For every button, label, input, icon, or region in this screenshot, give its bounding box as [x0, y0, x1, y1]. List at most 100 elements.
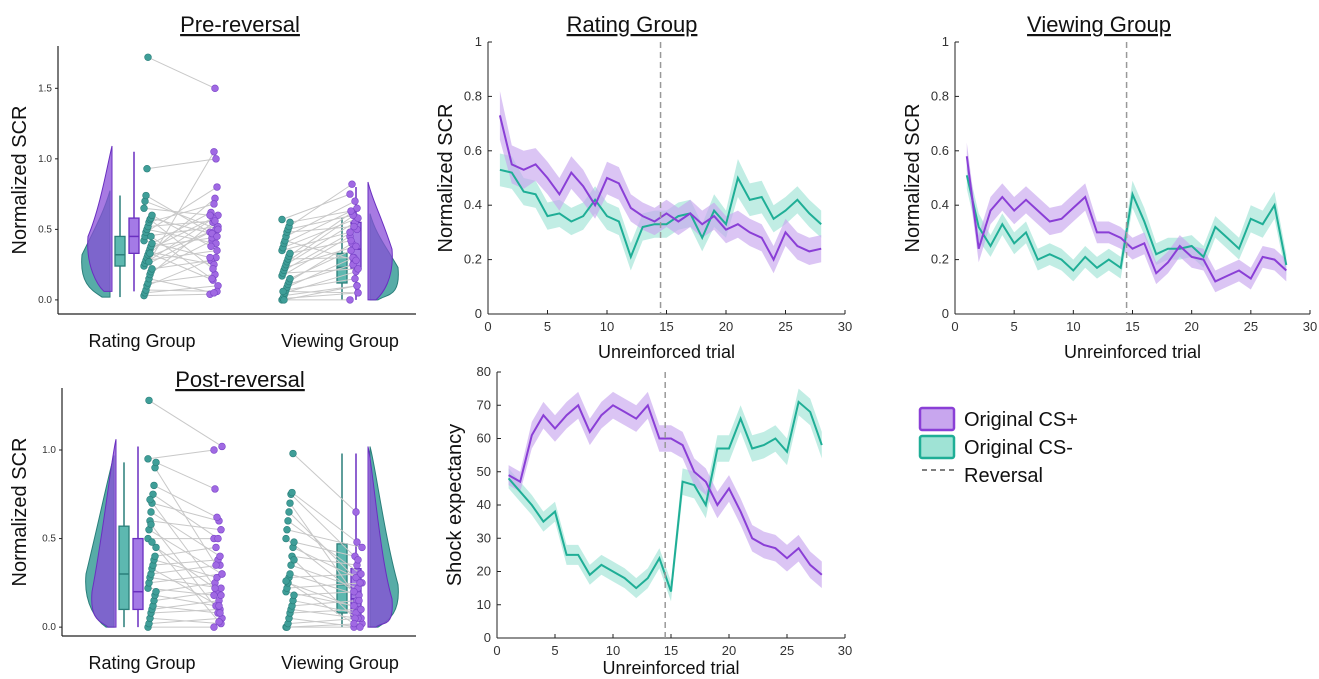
cs-plus-subject-dot: [351, 197, 359, 205]
cs-minus-subject-dot: [152, 588, 160, 596]
pair-connector: [288, 511, 361, 584]
x-tick-label: 30: [838, 643, 852, 658]
cs-minus-subject-dot: [286, 218, 294, 227]
pair-connector: [147, 220, 216, 228]
x-axis-label: Unreinforced trial: [602, 658, 739, 678]
cs-plus-subject-dot: [346, 296, 354, 304]
y-tick-label: 0.4: [464, 197, 482, 212]
rating-group-line-chart: 0 5 10 15 20 25 30 0 0.2 0.4 0.6 0.8 1 Unreinforced t…: [435, 34, 852, 362]
pair-connector: [285, 200, 356, 237]
cs-minus-mean-line: [965, 175, 1288, 272]
pair-connector: [144, 200, 219, 230]
y-tick-label: 0: [484, 630, 491, 645]
pair-connector: [155, 461, 216, 490]
pair-connector: [146, 158, 217, 170]
pair-connector: [148, 399, 223, 447]
pair-connector: [281, 231, 351, 252]
pair-connector: [288, 212, 353, 257]
cs-minus-subject-dot: [286, 275, 294, 283]
cs-minus-subject-dot: [286, 499, 294, 507]
y-tick-label: 80: [477, 364, 491, 379]
pair-connector: [290, 608, 359, 619]
pair-connector: [284, 240, 357, 261]
pair-connector: [287, 214, 354, 230]
legend-swatch-cs-minus: [918, 434, 956, 460]
cs-plus-subject-dot: [210, 148, 218, 156]
cs-plus-subject-dot: [354, 289, 362, 297]
pair-connector: [287, 582, 362, 610]
y-tick-label: 0.2: [464, 252, 482, 267]
x-tick-label: 25: [780, 643, 794, 658]
cs-minus-subject-dot: [285, 508, 293, 516]
y-tick-label: 1: [475, 34, 482, 49]
pair-connector: [144, 226, 219, 237]
title-rating-group: Rating Group: [567, 12, 698, 37]
cs-plus-subject-dot: [210, 623, 218, 631]
cs-plus-subject-dot: [352, 256, 360, 265]
cs-minus-subject-dot: [144, 53, 152, 61]
pre-reversal-raincloud: 0.0 0.5 1.0 1.5 Normalized SCR Rating Group Vi…: [9, 46, 416, 351]
pair-connector: [153, 484, 218, 518]
cs-plus-subject-dot: [350, 602, 358, 610]
cs-minus-subject-dot: [282, 577, 290, 585]
cs-minus-subject-dot: [142, 191, 150, 200]
group-label: Viewing Group: [281, 331, 399, 351]
legend-label-cs-plus: Original CS+: [964, 409, 1078, 431]
pair-connector: [150, 524, 221, 614]
cs-plus-mean-line: [508, 403, 823, 576]
pair-connector: [154, 467, 217, 566]
pair-connector: [148, 151, 215, 263]
x-tick-label: 25: [1244, 319, 1258, 334]
post-reversal-raincloud: 0.0 0.5 1.0 Normalized SCR Rating Group Viewi…: [9, 388, 416, 673]
cs-plus-subject-dot: [211, 217, 219, 225]
pair-connector: [290, 493, 359, 561]
cs-minus-subject-dot: [148, 265, 156, 273]
cs-plus-subject-dot: [352, 573, 360, 582]
cs-plus-subject-dot: [346, 228, 354, 236]
pair-connector: [145, 186, 218, 233]
pair-connector: [287, 257, 354, 260]
x-tick-label: 15: [664, 643, 678, 658]
cs-plus-subject-dot: [352, 242, 360, 250]
cs-minus-subject-dot: [152, 458, 160, 467]
pair-connector: [151, 214, 212, 247]
cs-plus-subject-dot: [352, 508, 360, 516]
cs-plus-subject-dot: [356, 623, 364, 631]
cs-minus-subject-dot: [146, 249, 154, 258]
legend-label-cs-minus: Original CS-: [964, 437, 1073, 459]
pair-connector: [149, 617, 222, 625]
pair-connector: [152, 605, 219, 614]
pair-connector: [149, 577, 222, 589]
pair-connector: [145, 250, 218, 261]
cs-minus-subject-dot: [290, 556, 298, 564]
pair-connector: [152, 559, 219, 566]
cs-plus-subject-dot: [351, 275, 359, 283]
pair-connector: [147, 56, 216, 89]
legend-swatch-cs-plus: [918, 406, 956, 432]
cs-minus-subject-dot: [152, 543, 160, 552]
cs-plus-subject-dot: [350, 588, 358, 596]
pair-connector: [289, 240, 352, 254]
x-tick-label: 0: [493, 643, 500, 658]
cs-plus-subject-dot: [215, 602, 223, 610]
y-axis-label: Shock expectancy: [444, 424, 466, 586]
pair-connector: [151, 600, 220, 610]
pair-connector: [147, 274, 216, 284]
cs-plus-subject-dot: [353, 282, 361, 290]
pair-connector: [291, 492, 358, 543]
y-tick-label: 0.8: [464, 88, 482, 103]
y-tick-label: 40: [477, 497, 491, 512]
shock-expectancy-line-chart: 0 5 10 15 20 25 30 0 10 20 30 40 50 60 70 80 Unreinforce…: [444, 364, 852, 678]
y-tick-label: 0.4: [931, 197, 949, 212]
x-tick-label: 30: [838, 319, 852, 334]
pair-connector: [285, 538, 355, 593]
pair-connector: [281, 193, 351, 220]
pair-connector: [283, 285, 358, 297]
cs-minus-subject-dot: [150, 481, 158, 490]
x-tick-label: 0: [951, 319, 958, 334]
pair-connector: [286, 214, 355, 263]
cs-plus-density: [367, 446, 393, 628]
y-tick-label: 0.2: [931, 252, 949, 267]
pair-connector: [288, 243, 353, 282]
